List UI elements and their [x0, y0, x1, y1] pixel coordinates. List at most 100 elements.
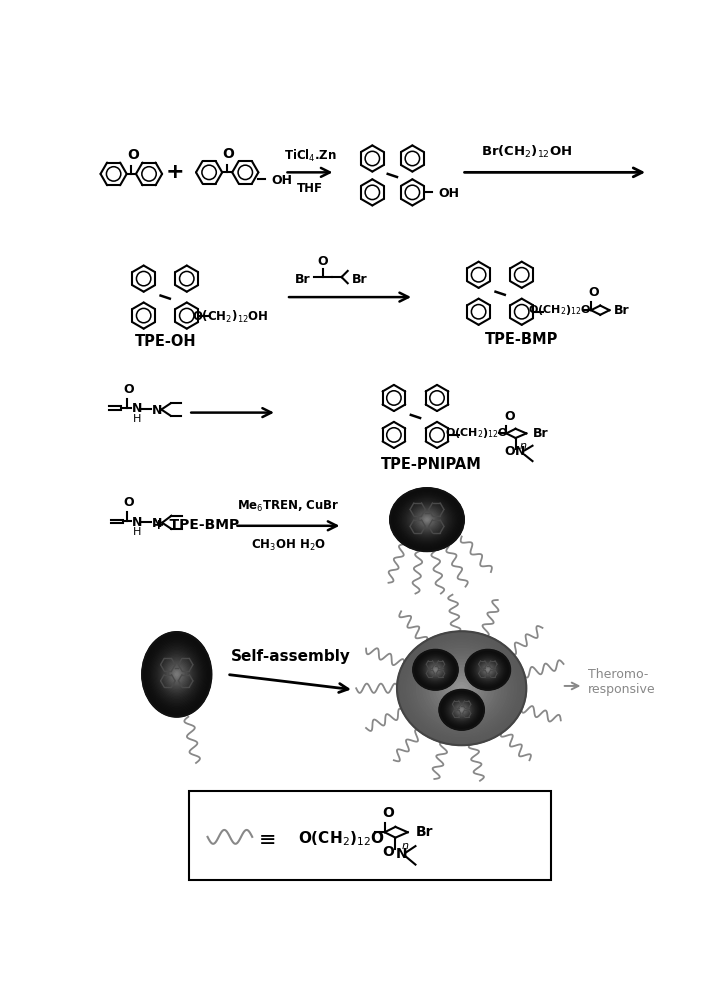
Ellipse shape — [418, 654, 453, 685]
Text: O: O — [123, 383, 134, 396]
Ellipse shape — [399, 495, 456, 544]
Ellipse shape — [417, 648, 507, 728]
Text: TPE-OH: TPE-OH — [134, 334, 196, 349]
Text: O(CH$_2$)$_{12}$OH: O(CH$_2$)$_{12}$OH — [192, 309, 269, 325]
Ellipse shape — [404, 500, 451, 540]
Ellipse shape — [173, 670, 180, 679]
Text: O: O — [222, 147, 234, 161]
Ellipse shape — [471, 654, 505, 685]
Text: O: O — [504, 410, 515, 423]
Ellipse shape — [409, 504, 445, 535]
Ellipse shape — [445, 694, 479, 725]
Ellipse shape — [419, 513, 435, 526]
Ellipse shape — [432, 667, 438, 672]
Ellipse shape — [487, 668, 490, 671]
Ellipse shape — [485, 667, 491, 672]
Ellipse shape — [396, 493, 458, 546]
Ellipse shape — [172, 669, 181, 680]
Text: Br: Br — [533, 427, 548, 440]
Ellipse shape — [447, 696, 477, 723]
Ellipse shape — [426, 661, 445, 678]
Ellipse shape — [458, 707, 465, 712]
Text: Br: Br — [295, 273, 310, 286]
Ellipse shape — [170, 666, 183, 683]
Ellipse shape — [414, 651, 456, 688]
Ellipse shape — [469, 652, 507, 687]
Ellipse shape — [426, 519, 428, 521]
Ellipse shape — [411, 506, 443, 533]
Ellipse shape — [415, 652, 456, 688]
Text: O(CH$_2$)$_{12}$O: O(CH$_2$)$_{12}$O — [529, 303, 592, 317]
Text: Br(CH$_2$)$_{12}$OH: Br(CH$_2$)$_{12}$OH — [482, 144, 573, 160]
Text: O: O — [382, 845, 393, 859]
Ellipse shape — [451, 700, 472, 719]
Text: N: N — [131, 516, 142, 529]
Ellipse shape — [451, 700, 473, 720]
Ellipse shape — [476, 659, 500, 680]
Ellipse shape — [456, 704, 468, 715]
Ellipse shape — [166, 662, 187, 687]
Ellipse shape — [429, 664, 442, 676]
Text: OH: OH — [438, 187, 460, 200]
Ellipse shape — [400, 634, 523, 742]
Ellipse shape — [414, 508, 440, 531]
Ellipse shape — [487, 669, 489, 670]
Ellipse shape — [486, 668, 490, 672]
Ellipse shape — [479, 662, 497, 678]
Ellipse shape — [479, 662, 496, 677]
Ellipse shape — [160, 655, 193, 694]
Ellipse shape — [401, 498, 453, 542]
Ellipse shape — [419, 655, 452, 684]
Text: TPE-BMP: TPE-BMP — [485, 332, 558, 347]
Text: OH: OH — [271, 174, 292, 187]
Ellipse shape — [458, 685, 465, 691]
Text: O: O — [123, 496, 134, 509]
Ellipse shape — [480, 663, 495, 676]
Ellipse shape — [432, 666, 439, 673]
Ellipse shape — [442, 692, 482, 728]
Text: $\equiv$: $\equiv$ — [254, 828, 275, 848]
Ellipse shape — [147, 638, 206, 711]
Text: O: O — [382, 806, 393, 820]
Ellipse shape — [466, 650, 510, 690]
Ellipse shape — [164, 659, 189, 690]
Ellipse shape — [484, 666, 492, 673]
Text: TiCl$_4$.Zn: TiCl$_4$.Zn — [284, 148, 336, 164]
Ellipse shape — [163, 657, 191, 691]
Ellipse shape — [422, 515, 432, 524]
Text: $n$: $n$ — [401, 841, 409, 851]
Ellipse shape — [421, 514, 433, 525]
Text: Br: Br — [614, 304, 630, 317]
Ellipse shape — [460, 708, 463, 711]
Ellipse shape — [417, 653, 454, 686]
Ellipse shape — [430, 665, 440, 674]
Text: H: H — [133, 414, 141, 424]
Ellipse shape — [454, 703, 469, 716]
FancyBboxPatch shape — [189, 791, 551, 880]
Ellipse shape — [448, 697, 476, 722]
Ellipse shape — [146, 636, 208, 713]
Ellipse shape — [425, 660, 447, 680]
Ellipse shape — [393, 490, 461, 549]
Ellipse shape — [443, 692, 481, 727]
Ellipse shape — [424, 659, 448, 680]
Ellipse shape — [470, 654, 505, 686]
Ellipse shape — [405, 501, 449, 539]
Ellipse shape — [468, 652, 508, 688]
Ellipse shape — [143, 633, 210, 715]
Ellipse shape — [413, 646, 510, 731]
Ellipse shape — [169, 665, 185, 684]
Ellipse shape — [452, 701, 471, 718]
Ellipse shape — [152, 645, 201, 704]
Ellipse shape — [423, 658, 448, 681]
Text: N: N — [152, 517, 162, 530]
Ellipse shape — [417, 654, 453, 686]
Ellipse shape — [474, 658, 501, 682]
Ellipse shape — [422, 657, 450, 682]
Ellipse shape — [416, 652, 455, 687]
Ellipse shape — [156, 649, 198, 700]
Ellipse shape — [446, 696, 477, 724]
Ellipse shape — [158, 652, 195, 697]
Text: Br: Br — [415, 825, 433, 839]
Ellipse shape — [453, 702, 471, 718]
